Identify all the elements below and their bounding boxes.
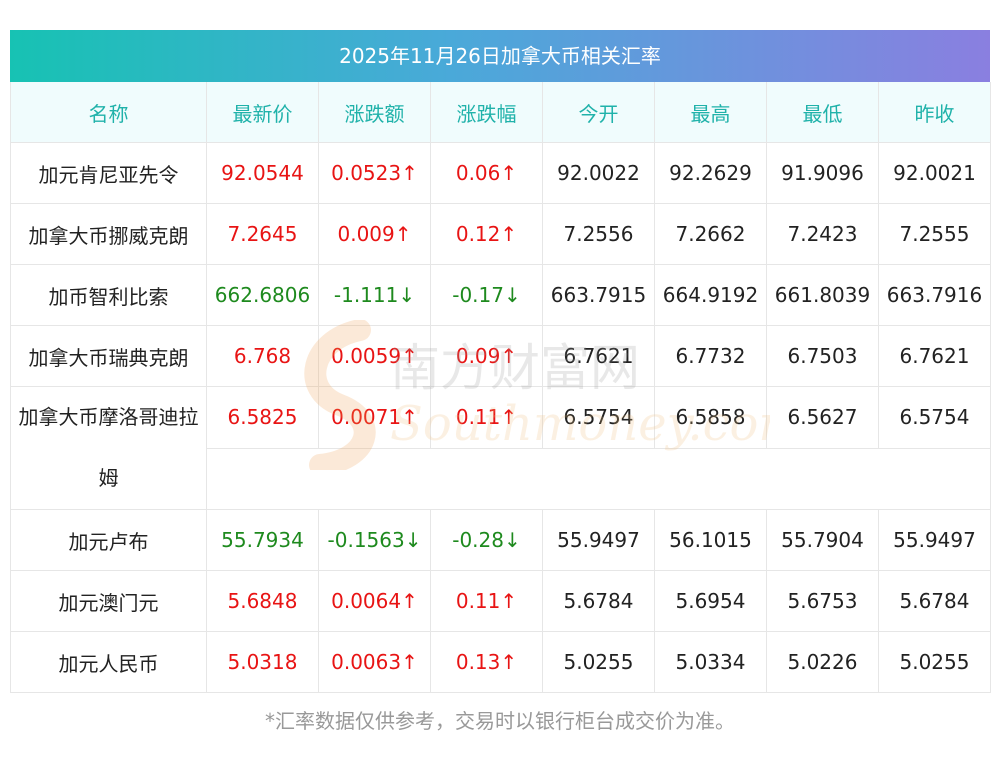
header-latest: 最新价	[206, 82, 319, 143]
cell-pct: 0.11↑	[430, 386, 543, 449]
cell-change: -0.1563↓	[318, 509, 431, 571]
cell-change: 0.0063↑	[318, 631, 431, 693]
cell-latest: 55.7934	[206, 509, 319, 571]
header-high: 最高	[654, 82, 767, 143]
cell-high: 92.2629	[654, 142, 767, 204]
table-row: 加币智利比索 662.6806 -1.111↓ -0.17↓ 663.7915 664.9…	[10, 264, 991, 326]
empty-cell	[206, 447, 991, 510]
cell-change: 0.0071↑	[318, 386, 431, 449]
header-name: 名称	[10, 82, 207, 143]
cell-low: 5.0226	[766, 631, 879, 693]
cell-pct: 0.13↑	[430, 631, 543, 693]
cell-name: 加元肯尼亚先令	[10, 142, 207, 204]
table-row: 加拿大币挪威克朗 7.2645 0.009↑ 0.12↑ 7.2556 7.2662 7.2…	[10, 203, 991, 265]
cell-pct: 0.09↑	[430, 325, 543, 387]
cell-low: 6.7503	[766, 325, 879, 387]
cell-latest: 662.6806	[206, 264, 319, 326]
cell-name: 加币智利比索	[10, 264, 207, 326]
cell-low: 5.6753	[766, 570, 879, 632]
cell-prev: 5.0255	[878, 631, 991, 693]
cell-pct: 0.11↑	[430, 570, 543, 632]
cell-low: 91.9096	[766, 142, 879, 204]
header-pct: 涨跌幅	[430, 82, 543, 143]
cell-open: 92.0022	[542, 142, 655, 204]
cell-high: 56.1015	[654, 509, 767, 571]
cell-open: 6.5754	[542, 386, 655, 449]
cell-name: 加元澳门元	[10, 570, 207, 632]
cell-latest: 92.0544	[206, 142, 319, 204]
cell-name: 加拿大币挪威克朗	[10, 203, 207, 265]
cell-pct: 0.12↑	[430, 203, 543, 265]
cell-pct: -0.28↓	[430, 509, 543, 571]
cell-open: 6.7621	[542, 325, 655, 387]
table-header-row: 名称 最新价 涨跌额 涨跌幅 今开 最高 最低 昨收	[10, 82, 991, 143]
cell-latest: 6.768	[206, 325, 319, 387]
cell-name: 加拿大币摩洛哥迪拉姆	[10, 386, 207, 510]
cell-prev: 92.0021	[878, 142, 991, 204]
cell-low: 55.7904	[766, 509, 879, 571]
cell-name: 加拿大币瑞典克朗	[10, 325, 207, 387]
header-low: 最低	[766, 82, 879, 143]
cell-open: 5.6784	[542, 570, 655, 632]
rates-panel: 2025年11月26日加拿大币相关汇率 名称 最新价 涨跌额 涨跌幅 今开 最高…	[10, 30, 991, 693]
cell-low: 661.8039	[766, 264, 879, 326]
cell-latest: 7.2645	[206, 203, 319, 265]
cell-low: 6.5627	[766, 386, 879, 449]
table-row: 加拿大币瑞典克朗 6.768 0.0059↑ 0.09↑ 6.7621 6.7732 6.7…	[10, 325, 991, 387]
table-row-continuation	[11, 447, 991, 510]
cell-change: -1.111↓	[318, 264, 431, 326]
cell-prev: 7.2555	[878, 203, 991, 265]
rates-table: 名称 最新价 涨跌额 涨跌幅 今开 最高 最低 昨收 加元肯尼亚先令 92.054…	[10, 82, 991, 693]
page-title: 2025年11月26日加拿大币相关汇率	[10, 30, 990, 82]
cell-prev: 6.5754	[878, 386, 991, 449]
header-change: 涨跌额	[318, 82, 431, 143]
cell-high: 6.5858	[654, 386, 767, 449]
header-open: 今开	[542, 82, 655, 143]
cell-name: 加元人民币	[10, 631, 207, 693]
cell-change: 0.0523↑	[318, 142, 431, 204]
cell-name: 加元卢布	[10, 509, 207, 571]
footnote: *汇率数据仅供参考，交易时以银行柜台成交价为准。	[265, 709, 735, 733]
cell-high: 664.9192	[654, 264, 767, 326]
table-row: 加元人民币 5.0318 0.0063↑ 0.13↑ 5.0255 5.0334 5.022…	[10, 631, 991, 693]
cell-latest: 5.6848	[206, 570, 319, 632]
cell-open: 663.7915	[542, 264, 655, 326]
table-row: 加元澳门元 5.6848 0.0064↑ 0.11↑ 5.6784 5.6954 5.675…	[10, 570, 991, 632]
table-row: 加元卢布 55.7934 -0.1563↓ -0.28↓ 55.9497 56.1015 5…	[10, 509, 991, 571]
cell-high: 6.7732	[654, 325, 767, 387]
cell-change: 0.009↑	[318, 203, 431, 265]
table-row: 加元肯尼亚先令 92.0544 0.0523↑ 0.06↑ 92.0022 92.2629…	[10, 142, 991, 204]
cell-high: 5.6954	[654, 570, 767, 632]
cell-pct: 0.06↑	[430, 142, 543, 204]
cell-change: 0.0059↑	[318, 325, 431, 387]
cell-prev: 6.7621	[878, 325, 991, 387]
cell-high: 7.2662	[654, 203, 767, 265]
cell-prev: 663.7916	[878, 264, 991, 326]
cell-pct: -0.17↓	[430, 264, 543, 326]
table-row: 加拿大币摩洛哥迪拉姆 6.5825 0.0071↑ 0.11↑ 6.5754 6.5858…	[10, 386, 991, 510]
cell-change: 0.0064↑	[318, 570, 431, 632]
cell-prev: 5.6784	[878, 570, 991, 632]
header-prev: 昨收	[878, 82, 991, 143]
cell-open: 7.2556	[542, 203, 655, 265]
cell-prev: 55.9497	[878, 509, 991, 571]
cell-latest: 6.5825	[206, 386, 319, 449]
cell-low: 7.2423	[766, 203, 879, 265]
cell-high: 5.0334	[654, 631, 767, 693]
cell-latest: 5.0318	[206, 631, 319, 693]
cell-open: 5.0255	[542, 631, 655, 693]
cell-open: 55.9497	[542, 509, 655, 571]
